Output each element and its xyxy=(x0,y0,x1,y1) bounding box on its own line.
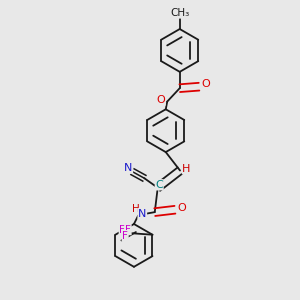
Text: N: N xyxy=(138,208,146,219)
Text: C: C xyxy=(155,180,163,190)
Text: F: F xyxy=(125,225,131,235)
Text: H: H xyxy=(132,204,140,214)
Text: O: O xyxy=(156,95,165,105)
Text: H: H xyxy=(182,164,191,174)
Text: F: F xyxy=(119,225,125,235)
Text: O: O xyxy=(177,203,186,213)
Text: N: N xyxy=(124,163,133,173)
Text: O: O xyxy=(201,79,210,89)
Text: F: F xyxy=(122,231,128,241)
Text: CH₃: CH₃ xyxy=(170,8,189,18)
